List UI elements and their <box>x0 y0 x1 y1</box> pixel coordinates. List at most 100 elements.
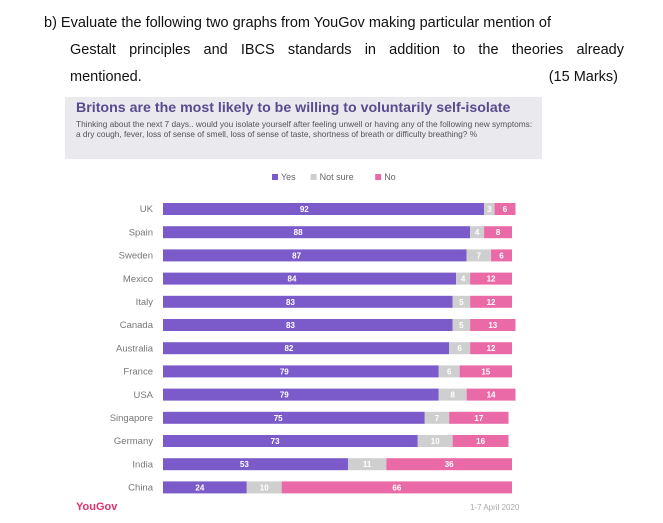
data-label-india-not-sure: 11 <box>363 460 372 469</box>
bar-usa-no <box>466 388 516 401</box>
bar-italy-not-sure <box>452 295 471 308</box>
bar-sweden-no <box>491 249 512 262</box>
category-label-sweden: Sweden <box>119 251 153 262</box>
category-label-mexico: Mexico <box>123 274 153 285</box>
data-label-uk-no: 6 <box>503 205 508 214</box>
data-label-canada-no: 13 <box>488 321 497 330</box>
data-label-germany-not-sure: 10 <box>431 437 440 446</box>
chart-subtitle: Thinking about the next 7 days.. would y… <box>76 119 533 140</box>
data-label-china-not-sure: 10 <box>260 483 269 492</box>
bar-china-not-sure <box>246 481 282 494</box>
data-label-mexico-not-sure: 4 <box>461 275 466 284</box>
legend-label-yes: Yes <box>281 172 296 182</box>
bar-india-no <box>386 458 512 471</box>
category-label-italy: Italy <box>136 297 154 308</box>
bar-australia-no <box>470 342 512 355</box>
bar-france-no <box>459 365 512 378</box>
data-label-usa-no: 14 <box>487 391 496 400</box>
data-label-india-no: 36 <box>445 460 454 469</box>
data-label-sweden-no: 6 <box>499 251 504 260</box>
bar-sweden-not-sure <box>466 249 492 262</box>
data-label-sweden-yes: 87 <box>292 251 301 260</box>
chart-header: Britons are the most likely to be willin… <box>65 97 542 159</box>
data-label-singapore-not-sure: 7 <box>435 414 440 423</box>
data-label-usa-not-sure: 8 <box>450 391 455 400</box>
bar-france-not-sure <box>438 365 460 378</box>
data-label-germany-yes: 73 <box>271 437 280 446</box>
category-label-france: France <box>123 367 153 378</box>
bar-india-yes <box>163 458 348 471</box>
bar-germany-not-sure <box>417 435 453 447</box>
legend-label-no: No <box>384 172 396 182</box>
category-label-india: India <box>132 459 153 470</box>
category-label-singapore: Singapore <box>110 413 153 424</box>
data-label-singapore-no: 17 <box>474 414 483 423</box>
category-label-china: China <box>128 483 154 494</box>
data-label-china-no: 66 <box>392 483 401 492</box>
bar-canada-not-sure <box>452 319 471 331</box>
data-label-australia-not-sure: 6 <box>457 344 462 353</box>
bar-mexico-yes <box>163 272 457 285</box>
marks-label: (15 Marks) <box>548 69 618 85</box>
data-label-sweden-not-sure: 7 <box>477 251 482 260</box>
bar-china-no <box>281 481 512 494</box>
bar-singapore-not-sure <box>424 411 450 424</box>
question-line-3-text: mentioned. <box>70 69 142 85</box>
legend-swatch-no <box>375 174 382 180</box>
bar-australia-not-sure <box>449 342 471 355</box>
yougov-logo: YouGov <box>76 501 118 513</box>
data-label-canada-not-sure: 5 <box>459 321 464 330</box>
data-label-canada-yes: 83 <box>286 321 295 330</box>
legend-label-not-sure: Not sure <box>320 172 354 182</box>
data-label-france-yes: 79 <box>280 367 289 376</box>
survey-date: 1-7 April 2020 <box>470 503 520 512</box>
data-label-uk-not-sure: 3 <box>487 205 492 214</box>
data-label-mexico-yes: 84 <box>288 275 297 284</box>
bar-germany-no <box>452 435 509 447</box>
bar-spain-no <box>484 226 512 239</box>
data-label-australia-yes: 82 <box>284 344 293 353</box>
data-label-spain-not-sure: 4 <box>475 228 480 237</box>
data-label-germany-no: 16 <box>476 437 485 446</box>
question-text: b) Evaluate the following two graphs fro… <box>44 10 624 91</box>
data-label-italy-yes: 83 <box>286 298 295 307</box>
bar-singapore-yes <box>163 411 425 424</box>
category-label-uk: UK <box>140 204 154 215</box>
bar-germany-yes <box>163 435 418 447</box>
data-label-italy-no: 12 <box>487 298 496 307</box>
data-label-australia-no: 12 <box>487 344 496 353</box>
bar-france-yes <box>163 365 439 378</box>
bar-india-not-sure <box>347 458 387 471</box>
data-label-france-no: 15 <box>481 367 490 376</box>
bar-usa-yes <box>163 388 439 401</box>
category-label-spain: Spain <box>129 227 153 238</box>
question-line-3: mentioned. (15 Marks) <box>44 64 624 91</box>
bar-italy-yes <box>163 295 453 308</box>
data-label-china-yes: 24 <box>195 483 204 492</box>
bar-mexico-no <box>470 272 512 285</box>
category-label-germany: Germany <box>114 436 153 447</box>
bar-usa-not-sure <box>438 388 467 401</box>
question-line-1: b) Evaluate the following two graphs fro… <box>44 15 551 31</box>
legend-swatch-not-sure <box>310 174 317 180</box>
data-label-spain-yes: 88 <box>294 228 303 237</box>
chart-title: Britons are the most likely to be willin… <box>76 100 511 116</box>
data-label-uk-yes: 92 <box>300 205 309 214</box>
data-label-italy-not-sure: 5 <box>459 298 464 307</box>
data-label-mexico-no: 12 <box>487 275 496 284</box>
bar-spain-not-sure <box>470 226 485 239</box>
category-label-canada: Canada <box>120 320 154 331</box>
bar-uk-yes <box>163 203 485 215</box>
bar-uk-no <box>494 203 516 215</box>
data-label-india-yes: 53 <box>240 460 249 469</box>
question-line-2: Gestalt principles and IBCS standards in… <box>70 42 624 58</box>
legend-swatch-yes <box>272 174 278 180</box>
bar-canada-no <box>470 319 516 331</box>
bar-singapore-no <box>449 411 509 424</box>
bar-sweden-yes <box>163 249 467 262</box>
category-label-australia: Australia <box>116 343 154 354</box>
data-label-france-not-sure: 6 <box>447 367 452 376</box>
data-label-singapore-yes: 75 <box>274 414 283 423</box>
bar-australia-yes <box>163 342 450 355</box>
